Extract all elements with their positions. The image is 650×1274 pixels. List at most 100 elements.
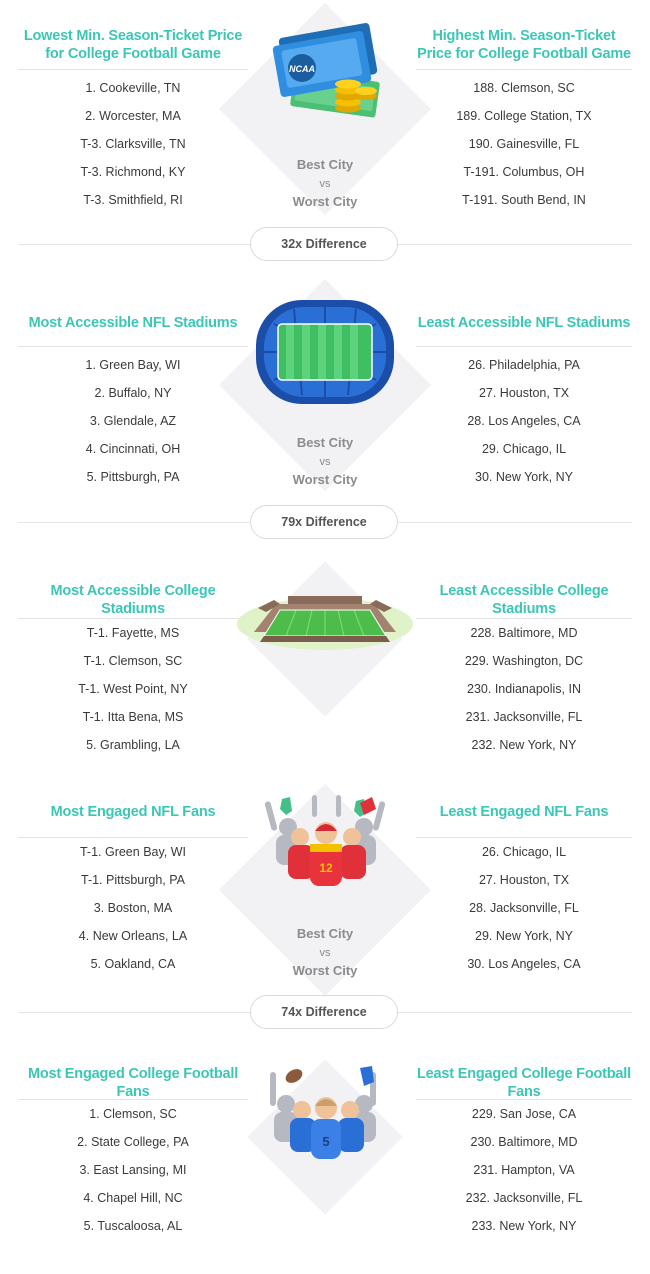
list-item: 28. Jacksonville, FL (469, 901, 579, 915)
list-item: 4. Chapel Hill, NC (83, 1191, 183, 1205)
best-city-label: Best City (296, 157, 354, 172)
list-item: 5. Oakland, CA (90, 957, 176, 971)
heading-rule (18, 1099, 248, 1100)
list-item: T-1. Itta Bena, MS (82, 710, 184, 724)
difference-badge: 32x Difference (250, 227, 398, 261)
vs-label: vs (319, 455, 331, 468)
right-column: Least Accessible NFL Stadiums 26. Philad… (416, 314, 632, 491)
best-city-label: Best City (296, 435, 354, 450)
best-vs-worst: Best City vs Worst City (265, 434, 385, 490)
section-heading: Most Engaged NFL Fans (50, 804, 216, 820)
heading-rule (416, 346, 632, 347)
heading-rule (18, 69, 248, 70)
ranking-list: 1. Green Bay, WI 2. Buffalo, NY 3. Glend… (18, 351, 248, 491)
right-column: Least Engaged College Football Fans 229.… (416, 1065, 632, 1240)
section-heading: Least Accessible NFL Stadiums (417, 315, 631, 331)
section-nfl-fan-engagement: Most Engaged NFL Fans T-1. Green Bay, WI… (0, 783, 650, 1040)
list-item: 231. Jacksonville, FL (465, 710, 583, 724)
list-item: 3. Boston, MA (93, 901, 173, 915)
section-heading: Least Engaged College Football Fans (417, 1066, 631, 1100)
section-heading: Most Engaged College Football Fans (27, 1066, 239, 1100)
ranking-list: 1. Clemson, SC 2. State College, PA 3. E… (18, 1100, 248, 1240)
section-nfl-stadium-access: Most Accessible NFL Stadiums 1. Green Ba… (0, 270, 650, 550)
right-column: Highest Min. Season-Ticket Price for Col… (416, 27, 632, 214)
left-column: Most Engaged NFL Fans T-1. Green Bay, WI… (18, 803, 248, 978)
best-vs-worst: Best City vs Worst City (265, 156, 385, 212)
left-column: Most Accessible NFL Stadiums 1. Green Ba… (18, 314, 248, 491)
college-stadium-icon (236, 590, 414, 652)
list-item: 26. Chicago, IL (481, 845, 567, 859)
college-fans-icon: 5 (264, 1064, 388, 1162)
list-item: 2. Buffalo, NY (94, 386, 172, 400)
list-item: T-3. Smithfield, RI (83, 193, 183, 207)
list-item: 189. College Station, TX (456, 109, 592, 123)
heading-rule (416, 618, 632, 619)
heading-rule (18, 837, 248, 838)
list-item: 5. Pittsburgh, PA (86, 470, 180, 484)
list-item: 232. New York, NY (471, 738, 577, 752)
list-item: 1. Cookeville, TN (85, 81, 181, 95)
ranking-list: T-1. Fayette, MS T-1. Clemson, SC T-1. W… (18, 619, 248, 759)
list-item: 190. Gainesville, FL (468, 137, 580, 151)
worst-city-label: Worst City (292, 963, 358, 978)
list-item: 4. New Orleans, LA (78, 929, 188, 943)
vs-label: vs (319, 177, 331, 190)
ranking-list: 229. San Jose, CA 230. Baltimore, MD 231… (416, 1100, 632, 1240)
ranking-list: 1. Cookeville, TN 2. Worcester, MA T-3. … (18, 74, 248, 214)
list-item: T-1. West Point, NY (78, 682, 188, 696)
list-item: 2. State College, PA (77, 1135, 189, 1149)
jersey-number: 5 (322, 1134, 329, 1149)
list-item: 230. Baltimore, MD (470, 1135, 578, 1149)
left-column: Most Engaged College Football Fans 1. Cl… (18, 1065, 248, 1240)
left-column: Lowest Min. Season-Ticket Price for Coll… (18, 27, 248, 214)
list-item: 230. Indianapolis, IN (467, 682, 581, 696)
list-item: 27. Houston, TX (478, 386, 570, 400)
left-column: Most Accessible College Stadiums T-1. Fa… (18, 582, 248, 759)
list-item: 4. Cincinnati, OH (85, 442, 181, 456)
list-item: 1. Green Bay, WI (85, 358, 181, 372)
section-college-stadium-access: Most Accessible College Stadiums T-1. Fa… (0, 560, 650, 775)
difference-badge: 79x Difference (250, 505, 398, 539)
right-column: Least Accessible College Stadiums 228. B… (416, 582, 632, 759)
ranking-list: 26. Philadelphia, PA 27. Houston, TX 28.… (416, 351, 632, 491)
list-item: 1. Clemson, SC (89, 1107, 177, 1121)
ncaa-logo-text: NCAA (289, 64, 315, 74)
heading-rule (18, 618, 248, 619)
list-item: 30. Los Angeles, CA (467, 957, 581, 971)
ranking-list: 228. Baltimore, MD 229. Washington, DC 2… (416, 619, 632, 759)
section-heading: Lowest Min. Season-Ticket Price for Coll… (23, 28, 243, 62)
list-item: 229. Washington, DC (464, 654, 584, 668)
worst-city-label: Worst City (292, 194, 358, 209)
nfl-stadium-icon (254, 296, 396, 408)
heading-rule (416, 69, 632, 70)
section-heading: Highest Min. Season-Ticket Price for Col… (417, 28, 631, 62)
ranking-list: T-1. Green Bay, WI T-1. Pittsburgh, PA 3… (18, 838, 248, 978)
nfl-fans-icon: 12 (260, 793, 392, 893)
list-item: 229. San Jose, CA (471, 1107, 577, 1121)
list-item: 29. Chicago, IL (481, 442, 567, 456)
right-column: Least Engaged NFL Fans 26. Chicago, IL 2… (416, 803, 632, 978)
list-item: 30. New York, NY (475, 470, 573, 484)
list-item: 233. New York, NY (471, 1219, 577, 1233)
heading-rule (416, 1099, 632, 1100)
list-item: 3. Glendale, AZ (89, 414, 177, 428)
section-heading: Least Engaged NFL Fans (439, 804, 609, 820)
best-vs-worst: Best City vs Worst City (265, 925, 385, 981)
list-item: 188. Clemson, SC (473, 81, 575, 95)
section-heading: Most Accessible College Stadiums (50, 583, 216, 617)
heading-rule (18, 346, 248, 347)
worst-city-label: Worst City (292, 472, 358, 487)
list-item: T-1. Clemson, SC (83, 654, 183, 668)
section-heading: Most Accessible NFL Stadiums (28, 315, 238, 331)
list-item: T-1. Fayette, MS (86, 626, 180, 640)
jersey-number: 12 (319, 861, 333, 875)
list-item: 27. Houston, TX (478, 873, 570, 887)
section-heading: Least Accessible College Stadiums (439, 583, 609, 617)
list-item: 26. Philadelphia, PA (468, 358, 580, 372)
heading-rule (416, 837, 632, 838)
list-item: T-3. Richmond, KY (80, 165, 186, 179)
list-item: T-1. Green Bay, WI (79, 845, 187, 859)
ranking-list: 26. Chicago, IL 27. Houston, TX 28. Jack… (416, 838, 632, 978)
difference-badge: 74x Difference (250, 995, 398, 1029)
list-item: 5. Tuscaloosa, AL (83, 1219, 183, 1233)
